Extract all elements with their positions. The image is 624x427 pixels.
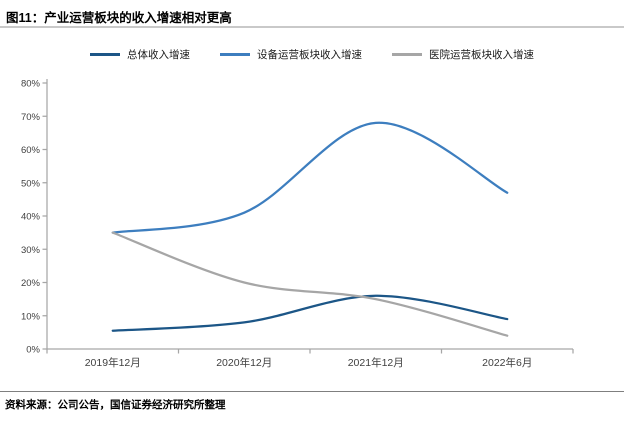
x-category-label: 2020年12月 — [216, 356, 272, 369]
legend-line-swatch-gray — [392, 52, 422, 56]
series-line-2 — [111, 231, 509, 337]
y-tick-label: 50% — [21, 178, 41, 189]
y-tick-label: 0% — [26, 345, 40, 356]
legend-label: 设备运营板块收入增速 — [257, 48, 362, 61]
x-category-label: 2022年6月 — [482, 356, 532, 369]
figure-title: 图11：产业运营板块的收入增速相对更高 — [6, 11, 232, 25]
legend-item-total-revenue-growth: 总体收入增速 — [90, 47, 190, 62]
legend-label: 总体收入增速 — [127, 48, 190, 61]
chart-legend: 总体收入增速 设备运营板块收入增速 医院运营板块收入增速 — [0, 46, 624, 62]
source-divider — [0, 391, 624, 392]
y-tick-label: 40% — [21, 212, 41, 223]
legend-line-swatch-dark-blue — [90, 52, 120, 56]
title-divider — [0, 26, 624, 28]
source-note: 资料来源：公司公告，国信证券经济研究所整理 — [5, 399, 226, 411]
y-tick-label: 30% — [21, 245, 41, 256]
y-tick-label: 10% — [21, 311, 41, 322]
legend-item-hospital-segment-growth: 医院运营板块收入增速 — [392, 47, 534, 62]
y-tick-label: 70% — [21, 112, 41, 123]
legend-item-equipment-segment-growth: 设备运营板块收入增速 — [220, 47, 362, 62]
y-tick-label: 20% — [21, 278, 41, 289]
series-line-1 — [111, 121, 509, 234]
legend-label: 医院运营板块收入增速 — [429, 48, 534, 61]
y-tick-label: 60% — [21, 145, 41, 156]
legend-line-swatch-light-blue — [220, 52, 250, 56]
series-line-0 — [111, 294, 509, 332]
y-tick-label: 80% — [21, 79, 41, 90]
x-category-label: 2019年12月 — [85, 356, 141, 369]
line-chart: 0% 10% 20% 30% 40% 50% 60% 70% 80% 2019年12月 2020年1… — [21, 79, 574, 369]
x-category-label: 2021年12月 — [348, 356, 404, 369]
